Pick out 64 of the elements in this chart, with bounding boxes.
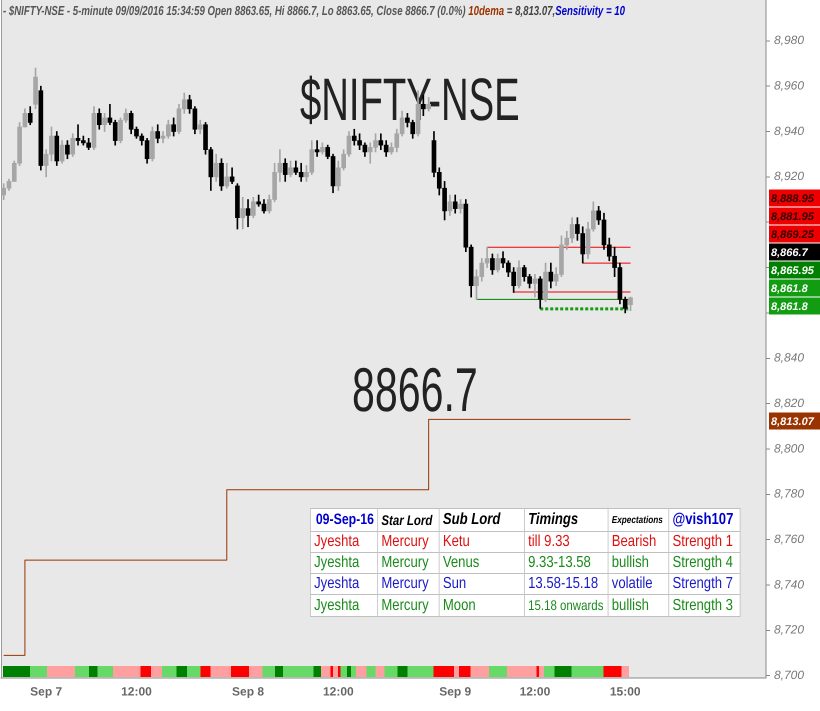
y-tick-label: 8,840 [774, 350, 804, 365]
annotation: Sub Lord [442, 511, 500, 528]
text: 8,888.95 [771, 193, 815, 206]
annotation: 8866.7 [352, 356, 478, 425]
annotation: Timings [528, 511, 578, 528]
annotation: Sensitivity = 10 [555, 3, 625, 18]
y-tick-label: 8,940 [774, 124, 804, 138]
annotation: Mercury [381, 554, 429, 571]
x-tick-label: 12:00 [322, 684, 354, 699]
y-tick-label: 8,800 [774, 441, 804, 456]
text: 8,869.25 [771, 229, 815, 242]
annotation: Sun [442, 575, 466, 592]
annotation: Mercury [381, 533, 429, 550]
text: 8,881.95 [771, 211, 815, 224]
annotation: Jyeshta [314, 533, 360, 550]
x-tick-label: Sep 7 [30, 684, 62, 699]
annotation: 09-Sep-16 [316, 511, 374, 528]
annotation: Jyeshta [314, 554, 360, 571]
annotation: Venus [442, 554, 480, 571]
annotation: Jyeshta [314, 596, 360, 614]
text: $NIFTY-NSE [300, 66, 520, 133]
y-tick-label: 8,980 [774, 33, 804, 48]
annotation: Ketu [442, 533, 470, 550]
text: 10dema [468, 3, 504, 18]
candlestick [246, 199, 250, 228]
annotation: Mercury [381, 575, 429, 592]
annotation: bullish [612, 554, 649, 571]
y-tick-label: 8,760 [774, 532, 804, 546]
annotation: Star Lord [381, 512, 432, 528]
annotation: Strength 1 [672, 533, 733, 550]
text: 8,866.7 [771, 247, 809, 260]
y-tick-label: 8,920 [774, 169, 804, 184]
annotation: 15.18 onwards [528, 597, 604, 613]
x-tick-label: 12:00 [121, 684, 152, 699]
y-tick-label: 8,820 [774, 396, 804, 410]
y-tick-label: 8,720 [774, 622, 804, 637]
y-tick-label: 8,740 [774, 577, 804, 592]
annotation: Strength 4 [672, 554, 733, 571]
x-tick-label: Sep 8 [232, 684, 264, 699]
y-tick-label: 8,780 [774, 486, 804, 501]
annotation: till 9.33 [528, 533, 570, 550]
y-tick-label: 8,700 [774, 668, 804, 682]
annotation: Bearish [612, 533, 656, 550]
x-tick-label: 15:00 [610, 684, 641, 699]
annotation: Expectations [612, 515, 663, 526]
annotation: Moon [442, 596, 476, 614]
x-tick-label: 12:00 [520, 684, 551, 699]
annotation: Strength 7 [672, 575, 733, 592]
x-tick-label: Sep 9 [439, 684, 472, 699]
annotation: = 8,813.07, [506, 3, 556, 18]
annotation: 13.58-15.18 [528, 575, 598, 592]
y-tick-label: 8,960 [774, 78, 804, 93]
annotation: 9.33-13.58 [528, 554, 591, 571]
annotation: Jyeshta [314, 575, 360, 592]
annotation: Mercury [381, 596, 429, 614]
annotation: @vish107 [672, 511, 734, 528]
text: 8,861.8 [771, 283, 809, 296]
chart-subtitle: - $NIFTY-NSE - 5-minute 09/09/2016 15:34:59 Open 8863.65, Hi 8866.7, Lo 8863.65, Close 8866.7 (0.0%) [3, 3, 466, 18]
annotation: bullish [612, 596, 649, 614]
annotation: volatile [612, 575, 653, 592]
annotation: Strength 3 [672, 596, 733, 614]
text: 8,865.95 [771, 265, 815, 278]
text: 8,813.07 [771, 416, 815, 428]
text: 8,861.8 [771, 301, 809, 314]
